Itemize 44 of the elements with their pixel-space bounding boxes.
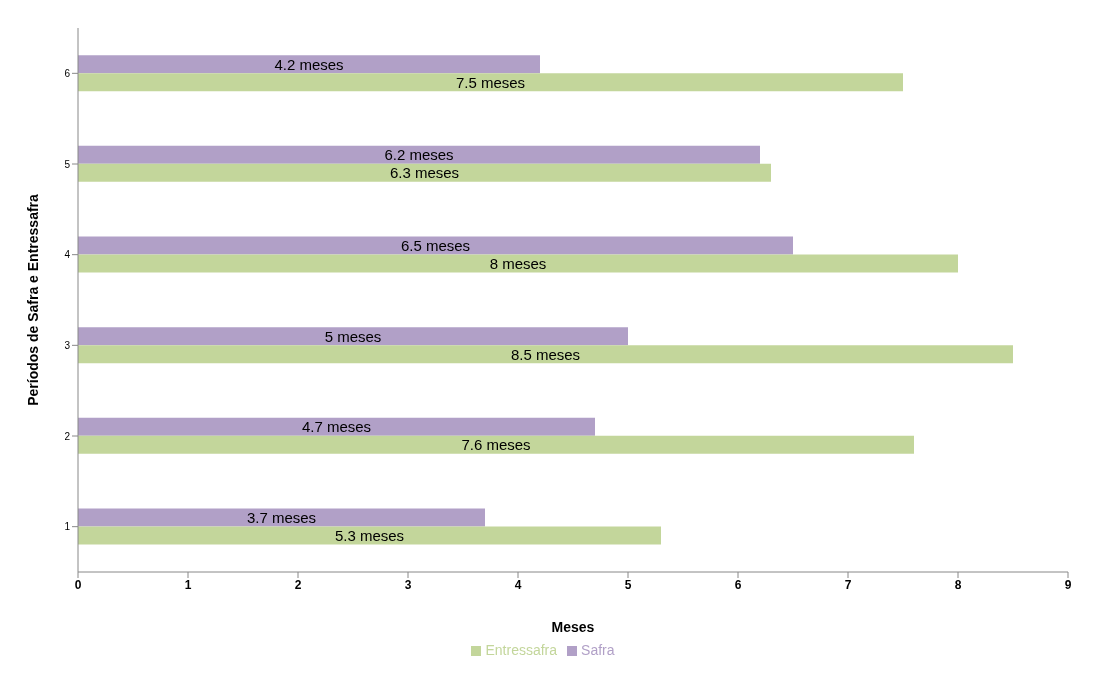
legend-label: Entressafra <box>485 642 558 658</box>
bar <box>78 55 540 74</box>
bar <box>78 526 661 545</box>
x-tick-label: 3 <box>404 577 412 592</box>
data-label: 6.5 meses <box>400 236 471 254</box>
x-tick-label: 7 <box>844 577 852 592</box>
x-tick-label: 4 <box>514 577 522 592</box>
bar <box>78 236 793 255</box>
bar <box>78 345 1013 364</box>
bar <box>78 163 771 182</box>
y-tick-label: 2 <box>64 430 71 442</box>
data-label: 4.7 meses <box>301 418 372 436</box>
bar <box>78 254 958 273</box>
data-label: 7.5 meses <box>455 73 526 91</box>
data-label: 7.6 meses <box>461 436 531 454</box>
x-tick-label: 1 <box>184 577 192 592</box>
bar <box>78 508 485 527</box>
data-label: 6.3 meses <box>389 164 460 182</box>
x-tick-label: 8 <box>954 577 962 592</box>
data-label: 6.2 meses <box>384 146 454 164</box>
x-axis-title: Meses <box>551 619 595 635</box>
bar <box>78 145 760 164</box>
data-label: 8.5 meses <box>510 345 581 363</box>
y-tick-label: 3 <box>64 339 71 351</box>
data-label: 5.3 meses <box>334 526 405 544</box>
y-tick-label: 4 <box>64 249 71 261</box>
data-label: 5 meses <box>324 327 382 345</box>
y-tick-label: 1 <box>64 521 71 533</box>
x-tick-label: 2 <box>294 577 302 592</box>
x-tick-label: 9 <box>1064 577 1072 592</box>
x-tick-label: 0 <box>74 577 82 592</box>
data-label: 4.2 meses <box>274 55 344 73</box>
data-label: 3.7 meses <box>246 508 317 526</box>
x-tick-label: 5 <box>624 577 632 592</box>
y-tick-label: 5 <box>64 158 71 170</box>
x-tick-label: 6 <box>734 577 742 592</box>
y-tick-label: 6 <box>64 67 71 79</box>
legend-label: Safra <box>581 642 615 658</box>
bar <box>78 435 914 454</box>
bar <box>78 327 628 346</box>
data-label: 8 meses <box>489 254 547 272</box>
y-axis-title: Períodos de Safra e Entressafra <box>24 193 41 406</box>
bar <box>78 73 903 92</box>
bar <box>78 417 595 436</box>
